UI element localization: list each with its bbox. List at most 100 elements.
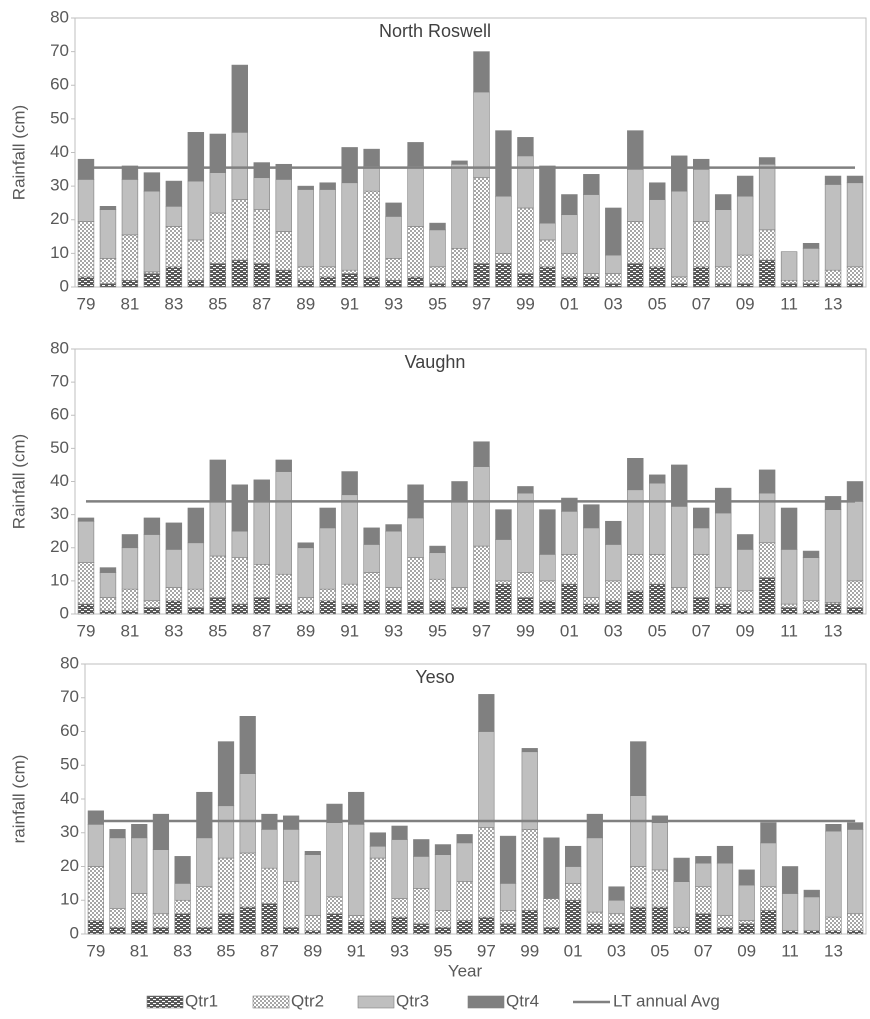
bar-segment [758, 469, 776, 494]
bar-segment [692, 266, 710, 288]
bar-segment [429, 545, 446, 554]
bar-segment [673, 926, 690, 931]
bar-segment [671, 276, 688, 284]
bar-segment [121, 179, 139, 236]
bar-segment [407, 517, 424, 558]
bar-segment [649, 266, 666, 288]
y-tick-label: 20 [50, 209, 69, 228]
bar-segment [253, 162, 270, 179]
bar-segment [456, 842, 473, 882]
bar-segment [319, 507, 336, 529]
bar-segment [407, 557, 424, 602]
bar-segment [758, 542, 776, 578]
legend-swatch [467, 995, 505, 1009]
bar-segment [738, 923, 755, 935]
legend-swatch [146, 995, 184, 1009]
bar-segment [586, 923, 603, 935]
bar-segment [760, 910, 777, 935]
x-tick-label: 89 [296, 621, 315, 640]
x-tick-label: 09 [736, 621, 755, 640]
bar-segment [239, 716, 256, 774]
bar-segment [780, 283, 798, 288]
bar-segment [825, 830, 842, 918]
bar-segment [825, 824, 842, 832]
x-tick-label: 85 [217, 941, 236, 960]
x-tick-label: 05 [650, 941, 669, 960]
bar-segment [846, 580, 864, 608]
bar-segment [196, 886, 213, 928]
bar-segment [736, 254, 754, 284]
x-tick-label: 13 [824, 621, 843, 640]
y-tick-label: 80 [50, 7, 69, 26]
bar-segment [253, 479, 270, 502]
x-tick-label: 03 [604, 621, 623, 640]
bar-segment [456, 920, 473, 935]
x-tick-label: 97 [472, 621, 491, 640]
bar-segment [565, 899, 582, 935]
y-tick-label: 40 [60, 788, 79, 807]
x-tick-label: 79 [77, 294, 96, 313]
bar-segment [539, 580, 556, 602]
y-tick-label: 50 [60, 755, 79, 774]
bar-segment [630, 741, 647, 796]
bar-segment [846, 182, 864, 268]
bar-segment [738, 884, 755, 921]
bar-segment [407, 226, 424, 278]
bar-segment [627, 489, 644, 555]
bar-segment [608, 913, 625, 925]
bar-segment [174, 856, 191, 884]
bar-segment [758, 259, 776, 288]
y-tick-label: 20 [50, 537, 69, 556]
bar-segment [275, 471, 292, 575]
bar-segment [231, 199, 249, 261]
bar-segment [297, 266, 314, 281]
bar-segment [803, 889, 820, 898]
y-tick-label: 30 [60, 822, 79, 841]
bar-segment [451, 501, 468, 588]
bar-segment [561, 583, 578, 615]
bar-segment [121, 234, 139, 281]
bar-segment [521, 748, 538, 753]
bar-segment [99, 283, 117, 288]
bar-segment [586, 837, 603, 913]
bar-segment [341, 182, 358, 271]
bar-segment [304, 854, 321, 916]
bar-segment [478, 694, 495, 732]
chart-title: Vaughn [405, 352, 466, 372]
bar-segment [231, 530, 249, 558]
bar-segment [649, 199, 666, 249]
bar-segment [363, 165, 380, 192]
bar-segment [165, 180, 183, 207]
bar-segment [143, 172, 161, 192]
bar-segment [495, 509, 512, 540]
bar-segment [583, 597, 600, 605]
bar-segment [451, 607, 468, 615]
bar-segment [121, 547, 139, 590]
bar-segment [385, 600, 402, 615]
x-axis-label: Year [448, 961, 483, 980]
bar-segment [187, 607, 205, 615]
bar-segment [297, 542, 314, 549]
bar-segment [802, 242, 820, 249]
bar-segment [209, 597, 227, 615]
bar-segment [174, 883, 191, 901]
bar-segment [407, 165, 424, 227]
bar-segment [671, 155, 688, 192]
bar-segment [253, 564, 270, 598]
bar-segment [304, 915, 321, 931]
bar-segment [341, 269, 358, 274]
bar-segment [780, 507, 798, 550]
bar-segment [239, 852, 256, 908]
bar-segment [539, 266, 556, 288]
bar-segment [736, 549, 754, 592]
bar-segment [583, 194, 600, 274]
legend-swatch [357, 995, 395, 1009]
bar-segment [695, 856, 712, 864]
bar-segment [478, 827, 495, 918]
bar-segment [87, 810, 104, 825]
bar-segment [209, 459, 227, 502]
bar-segment [499, 923, 517, 935]
bar-segment [391, 825, 408, 840]
bar-segment [282, 881, 300, 928]
bar-segment [539, 165, 556, 224]
